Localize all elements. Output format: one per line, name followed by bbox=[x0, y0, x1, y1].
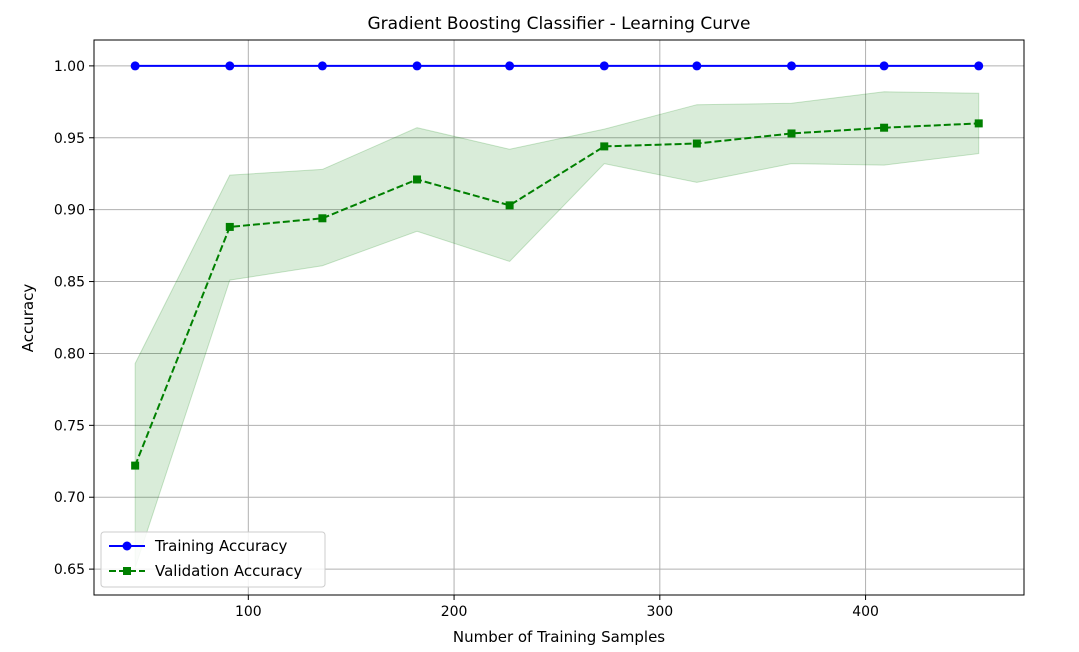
data-point bbox=[505, 201, 514, 210]
data-point bbox=[692, 61, 702, 71]
legend-label: Training Accuracy bbox=[154, 537, 288, 555]
series-lines bbox=[134, 64, 979, 466]
grid bbox=[94, 40, 1024, 595]
data-point bbox=[880, 123, 889, 132]
data-point bbox=[130, 61, 140, 71]
data-point bbox=[131, 461, 140, 470]
y-tick-label: 0.85 bbox=[54, 275, 85, 291]
series-markers bbox=[130, 61, 984, 470]
data-point bbox=[600, 142, 609, 151]
plot-area-frame bbox=[93, 39, 1025, 596]
chart-title: Gradient Boosting Classifier - Learning … bbox=[368, 14, 751, 34]
data-point bbox=[787, 61, 796, 71]
data-point bbox=[505, 61, 515, 71]
y-axis-label: Accuracy bbox=[19, 284, 37, 353]
legend-label: Validation Accuracy bbox=[155, 562, 302, 580]
data-point bbox=[787, 129, 796, 138]
series-line-1 bbox=[134, 122, 979, 466]
x-tick-label: 100 bbox=[235, 604, 262, 620]
confidence-bands bbox=[134, 91, 980, 568]
data-point bbox=[974, 61, 984, 71]
y-tick-label: 0.90 bbox=[54, 203, 85, 219]
y-tick-label: 1.00 bbox=[54, 59, 85, 75]
y-tick-label: 0.65 bbox=[54, 562, 85, 578]
x-tick-label: 200 bbox=[441, 604, 468, 620]
x-tick-label: 300 bbox=[646, 604, 673, 620]
data-point bbox=[318, 214, 327, 223]
legend-marker bbox=[123, 567, 131, 575]
x-tick-label: 400 bbox=[852, 604, 879, 620]
axis-ticks: 100 200 300 400 0.65 0.70 0.75 0.80 0.85 0.90 0.95… bbox=[54, 59, 879, 620]
data-point bbox=[317, 61, 327, 71]
y-tick-label: 0.80 bbox=[54, 346, 85, 362]
data-point bbox=[412, 61, 422, 71]
x-axis-label: Number of Training Samples bbox=[453, 628, 665, 646]
data-point bbox=[974, 119, 983, 128]
data-point bbox=[879, 61, 889, 71]
legend-entries: Training Accuracy Validation Accuracy bbox=[109, 537, 302, 580]
data-point bbox=[225, 61, 235, 71]
legend-marker bbox=[122, 541, 132, 551]
y-tick-label: 0.75 bbox=[54, 418, 85, 434]
data-point bbox=[225, 222, 234, 231]
validation-band bbox=[134, 91, 980, 568]
legend-box bbox=[100, 531, 326, 588]
y-tick-label: 0.70 bbox=[54, 490, 85, 506]
data-point bbox=[413, 175, 422, 184]
y-tick-label: 0.95 bbox=[54, 131, 85, 147]
data-point bbox=[599, 61, 609, 71]
legend: Training Accuracy Validation Accuracy bbox=[100, 531, 326, 588]
data-point bbox=[692, 139, 701, 148]
